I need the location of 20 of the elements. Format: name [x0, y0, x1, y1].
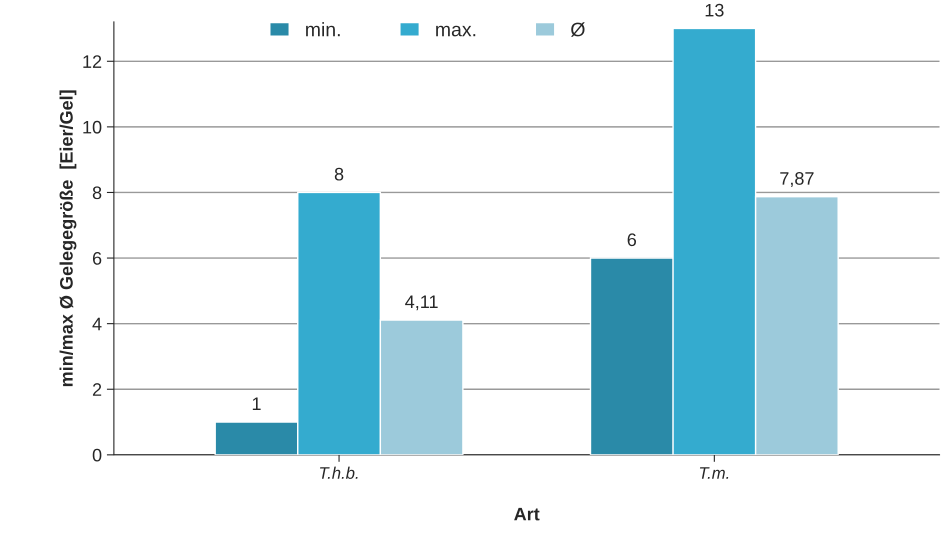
data-label: 8	[334, 168, 344, 181]
y-tick-label: 12	[83, 55, 102, 68]
y-tick-label: 0	[92, 448, 102, 462]
data-label: 13	[706, 4, 724, 17]
y-tick-label: 10	[83, 120, 102, 134]
x-tick-label: T.m.	[700, 467, 728, 479]
y-tick-label: 4	[92, 318, 102, 330]
y-axis-title: min/max Ø Gelegegröße [Eier/Gel]	[60, 90, 76, 386]
x-axis-title: Art	[514, 508, 540, 520]
legend-label: max.	[436, 26, 476, 36]
data-label: 4,11	[405, 296, 438, 310]
legend-label: Ø	[571, 22, 585, 37]
y-tick-label: 8	[92, 186, 102, 200]
data-label: 1	[252, 398, 261, 410]
y-tick-label: 6	[92, 252, 102, 265]
x-tick-label: T.h.b.	[320, 466, 358, 479]
data-label: 6	[628, 233, 636, 246]
data-label: 7,87	[780, 172, 814, 187]
legend-label: min.	[306, 22, 340, 36]
y-tick-label: 2	[92, 383, 102, 396]
